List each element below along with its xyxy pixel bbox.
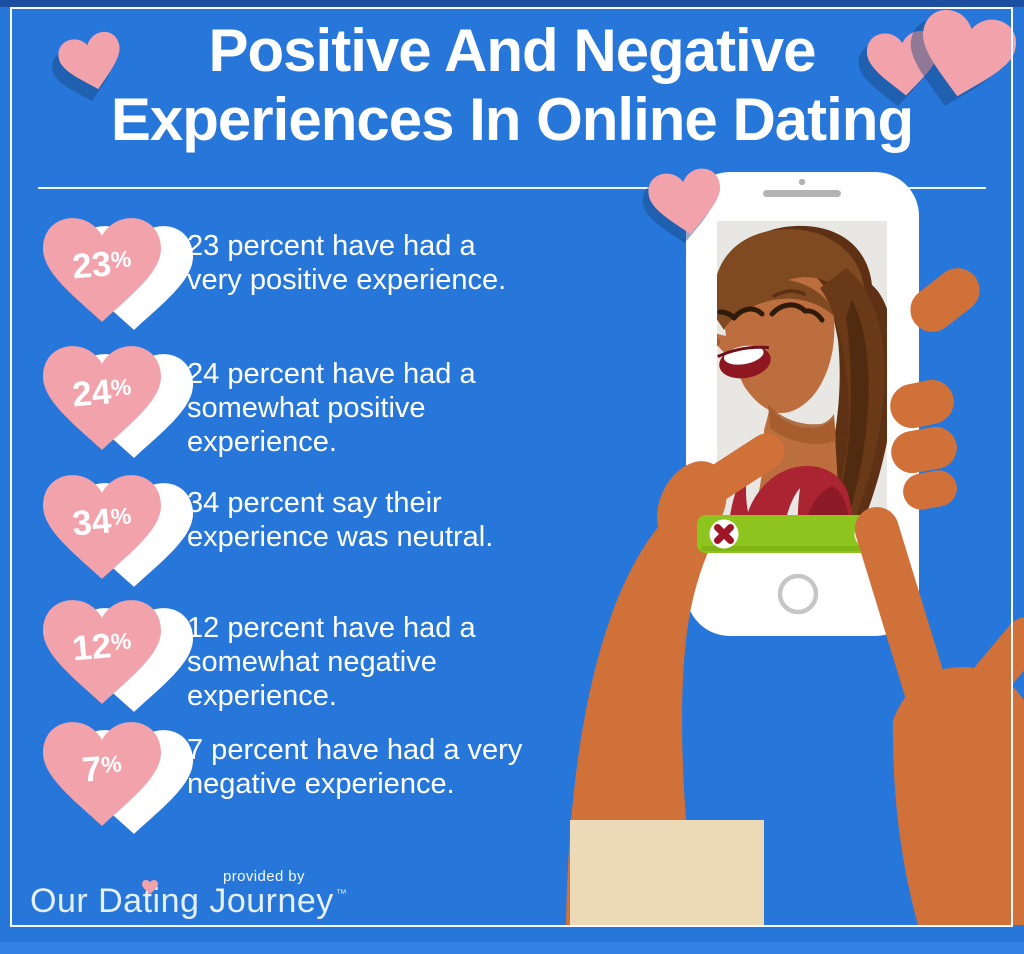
- stat-text: 24 percent have had a somewhat positive …: [187, 358, 476, 458]
- stat-text: 23 percent have had a very positive expe…: [187, 230, 507, 296]
- neck-shadow: [768, 404, 836, 444]
- ponytail-shadow: [837, 300, 869, 540]
- provided-by-label: provided by: [223, 868, 305, 885]
- top-strip: [0, 0, 1024, 7]
- speaker-icon: [763, 190, 841, 197]
- stat-text: 34 percent say their experience was neut…: [187, 487, 494, 553]
- page-title: Positive And Negative Experiences In Onl…: [110, 17, 914, 153]
- closed-eyes-icon: [717, 302, 825, 323]
- heart-icon-logo-dot: [142, 880, 158, 894]
- pointing-finger: [854, 507, 954, 729]
- sleeve-cuff: [570, 820, 764, 925]
- pointing-hand: [854, 507, 1024, 925]
- stat-text: 12 percent have had a somewhat negative …: [187, 612, 476, 712]
- right-hand-fingers: [890, 268, 980, 510]
- phone-illustration: [566, 166, 1024, 925]
- trademark: ™: [335, 888, 348, 900]
- footer-logo: provided by Our Dating Journey ™: [30, 866, 370, 928]
- bottom-strip: [0, 942, 1024, 954]
- nose: [717, 338, 720, 346]
- camera-dot-icon: [798, 178, 806, 186]
- home-button-icon: [777, 573, 819, 615]
- palm: [892, 666, 1024, 925]
- right-thumb: [910, 268, 980, 332]
- eyebrow: [772, 289, 806, 298]
- stat-text: 7 percent have had a very negative exper…: [187, 734, 523, 800]
- x-icon: [714, 524, 734, 544]
- smile-mouth: [717, 345, 771, 379]
- title-divider: [38, 187, 986, 189]
- brand-name: Our Dating Journey ™: [30, 882, 348, 920]
- left-thumb: [691, 433, 785, 507]
- left-arm: [566, 433, 785, 925]
- woman-hair-front: [717, 229, 865, 330]
